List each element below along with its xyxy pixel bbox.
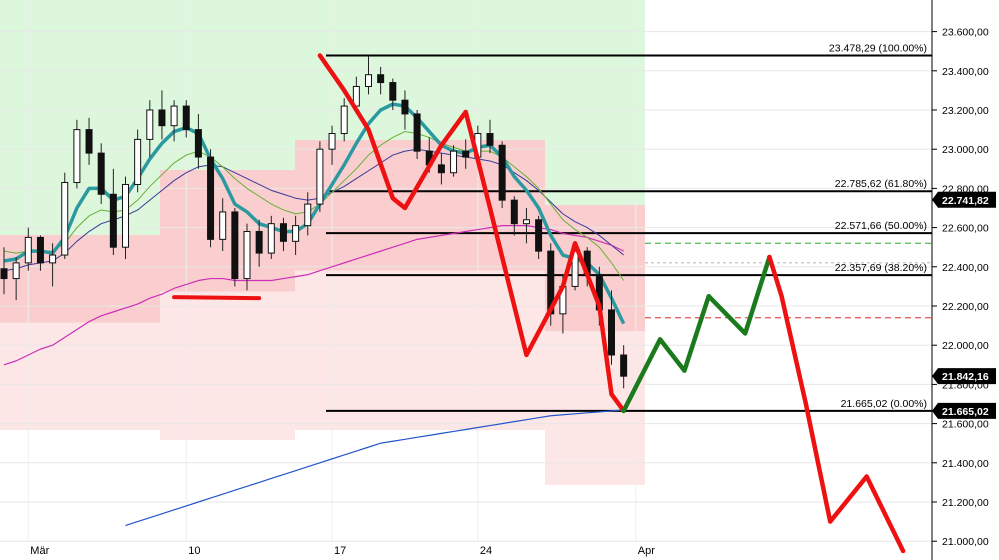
candle-body xyxy=(401,99,409,115)
fib-level-label: 22.785,62 (61.80%) xyxy=(835,178,927,190)
bg-zone-pink xyxy=(0,322,160,430)
bg-zone-pink xyxy=(295,270,545,430)
candle-body xyxy=(413,113,421,152)
bg-zone-green xyxy=(0,0,160,235)
candle-body xyxy=(437,164,445,174)
y-tick-label: 21.400,00 xyxy=(942,458,989,470)
sma-long-line xyxy=(3,225,624,366)
price-tag-box xyxy=(932,368,996,385)
candle-body xyxy=(389,82,397,101)
fibonacci-levels: 23.478,29 (100.00%) 22.785,62 (61.80%) 22.… xyxy=(326,42,932,412)
candle-body xyxy=(486,133,494,146)
y-axis: 21.000,00 21.200,00 21.400,00 21.600,00 21.8… xyxy=(931,0,989,560)
x-tick-label: 24 xyxy=(480,545,492,557)
candle-body xyxy=(292,225,300,242)
y-tick-label: 22.200,00 xyxy=(942,301,989,313)
candle-body xyxy=(12,262,20,280)
price-tag-box xyxy=(932,191,996,208)
sma-mid-line xyxy=(3,148,624,272)
x-tick-label: 17 xyxy=(334,545,346,557)
y-tick-label: 22.600,00 xyxy=(942,223,989,235)
candle-body xyxy=(49,254,57,264)
candle-body xyxy=(255,231,263,254)
ema-fast-line xyxy=(3,102,626,325)
price-tag-box xyxy=(932,402,996,419)
y-tick-label: 23.000,00 xyxy=(942,144,989,156)
price-tag-label: 21.665,02 xyxy=(942,406,989,418)
candle-body xyxy=(231,211,239,280)
y-tick-label: 21.200,00 xyxy=(942,497,989,509)
candle-body xyxy=(377,74,385,84)
candle-body xyxy=(85,129,93,154)
candle-body xyxy=(304,203,312,227)
candle-body xyxy=(109,193,117,248)
y-tick-label: 23.400,00 xyxy=(942,66,989,78)
x-tick-label: Mär xyxy=(30,545,49,557)
y-tick-label: 23.600,00 xyxy=(942,27,989,39)
candle-body xyxy=(158,109,166,127)
red-support-stroke xyxy=(172,295,262,301)
candle-body xyxy=(36,236,44,264)
fib-level-label: 23.478,29 (100.00%) xyxy=(829,42,927,54)
hand-drawings xyxy=(172,53,906,554)
x-axis: Mär 10 17 24 Apr xyxy=(30,545,655,557)
candle-body xyxy=(316,148,324,205)
candle-body xyxy=(510,199,518,225)
candle-body xyxy=(279,223,287,242)
candle-body xyxy=(219,211,227,240)
candlesticks xyxy=(0,55,628,389)
candle-body xyxy=(134,138,142,185)
candle-body xyxy=(620,354,628,377)
red-zigzag-stroke xyxy=(317,53,626,414)
candle-body xyxy=(267,223,275,254)
candle-body xyxy=(194,129,202,158)
moving-averages xyxy=(3,102,626,527)
background-zones xyxy=(0,0,645,485)
candle-body xyxy=(207,156,215,240)
bg-zone-pink xyxy=(160,291,295,440)
candle-body xyxy=(340,105,348,135)
sma-200-line xyxy=(125,409,624,527)
candle-body xyxy=(182,105,190,131)
fib-level-label: 22.357,69 (38.20%) xyxy=(835,262,927,274)
candle-body xyxy=(608,309,615,356)
red-forecast-stroke xyxy=(767,254,906,554)
grid-lines xyxy=(0,0,932,542)
price-tag-label: 22.741,82 xyxy=(942,195,989,207)
candle-body xyxy=(450,150,458,174)
y-tick-label: 21.000,00 xyxy=(942,536,989,548)
candle-body xyxy=(365,74,372,87)
green-forecast-stroke xyxy=(621,254,772,414)
candle-body xyxy=(61,182,69,256)
candle-body xyxy=(0,268,8,280)
candle-body xyxy=(97,152,105,195)
x-tick-label: 10 xyxy=(188,545,200,557)
candle-body xyxy=(73,129,81,184)
candle-body xyxy=(24,236,32,264)
fib-level-label: 22.571,66 (50.00%) xyxy=(835,220,927,232)
price-tags: 22.741,82 21.842,16 21.665,02 xyxy=(932,191,996,419)
candle-body xyxy=(328,133,336,150)
candle-body xyxy=(170,105,178,127)
candle-body xyxy=(522,219,530,225)
fib-level-label: 21.665,02 (0.00%) xyxy=(841,398,927,410)
y-tick-label: 22.400,00 xyxy=(942,262,989,274)
candle-body xyxy=(535,219,543,252)
bg-zone-pink xyxy=(545,331,645,485)
bg-zone-green xyxy=(545,0,645,205)
candle-body xyxy=(498,144,506,201)
x-tick-label: Apr xyxy=(638,545,655,557)
y-tick-label: 22.000,00 xyxy=(942,340,989,352)
price-tag-label: 21.842,16 xyxy=(942,371,989,383)
candle-body xyxy=(462,150,470,158)
y-tick-label: 21.600,00 xyxy=(942,419,989,431)
bg-zone-red xyxy=(0,235,160,323)
y-tick-label: 23.200,00 xyxy=(942,105,989,117)
candle-body xyxy=(122,183,129,248)
bg-zone-green xyxy=(160,0,295,170)
candle-body xyxy=(146,109,154,140)
candle-body xyxy=(243,231,251,280)
ema-slow-line xyxy=(3,131,625,281)
